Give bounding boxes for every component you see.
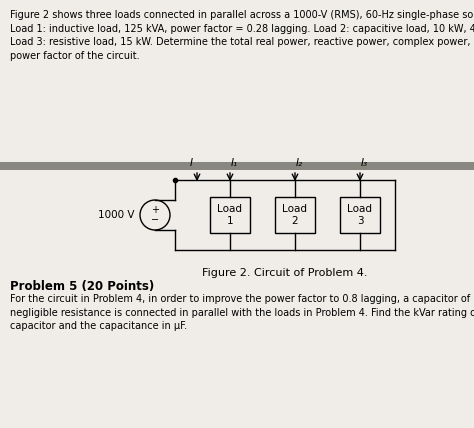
Text: Load 3: resistive load, 15 kW. Determine the total real power, reactive power, c: Load 3: resistive load, 15 kW. Determine… — [10, 37, 474, 47]
Text: Figure 2 shows three loads connected in parallel across a 1000-V (RMS), 60-Hz si: Figure 2 shows three loads connected in … — [10, 10, 474, 20]
Text: Load 1: inductive load, 125 kVA, power factor = 0.28 lagging. Load 2: capacitive: Load 1: inductive load, 125 kVA, power f… — [10, 24, 474, 33]
Text: I₂: I₂ — [295, 158, 302, 168]
Bar — [0, 162, 474, 170]
Text: −: − — [151, 215, 159, 225]
Text: Problem 5 (20 Points): Problem 5 (20 Points) — [10, 280, 154, 293]
Text: negligible resistance is connected in parallel with the loads in Problem 4. Find: negligible resistance is connected in pa… — [10, 307, 474, 318]
Text: 1000 V: 1000 V — [99, 210, 135, 220]
Text: For the circuit in Problem 4, in order to improve the power factor to 0.8 laggin: For the circuit in Problem 4, in order t… — [10, 294, 470, 304]
Text: capacitor and the capacitance in μF.: capacitor and the capacitance in μF. — [10, 321, 187, 331]
Text: Load
2: Load 2 — [283, 204, 308, 226]
Text: I₁: I₁ — [230, 158, 237, 168]
Text: power factor of the circuit.: power factor of the circuit. — [10, 51, 140, 60]
Text: Figure 2. Circuit of Problem 4.: Figure 2. Circuit of Problem 4. — [202, 268, 368, 278]
Text: Load
3: Load 3 — [347, 204, 373, 226]
Text: +: + — [151, 205, 159, 215]
Bar — [340, 197, 380, 233]
Text: Load
1: Load 1 — [218, 204, 243, 226]
Bar — [210, 197, 250, 233]
Bar — [275, 197, 315, 233]
Text: I₃: I₃ — [360, 158, 367, 168]
Text: I: I — [190, 158, 192, 168]
